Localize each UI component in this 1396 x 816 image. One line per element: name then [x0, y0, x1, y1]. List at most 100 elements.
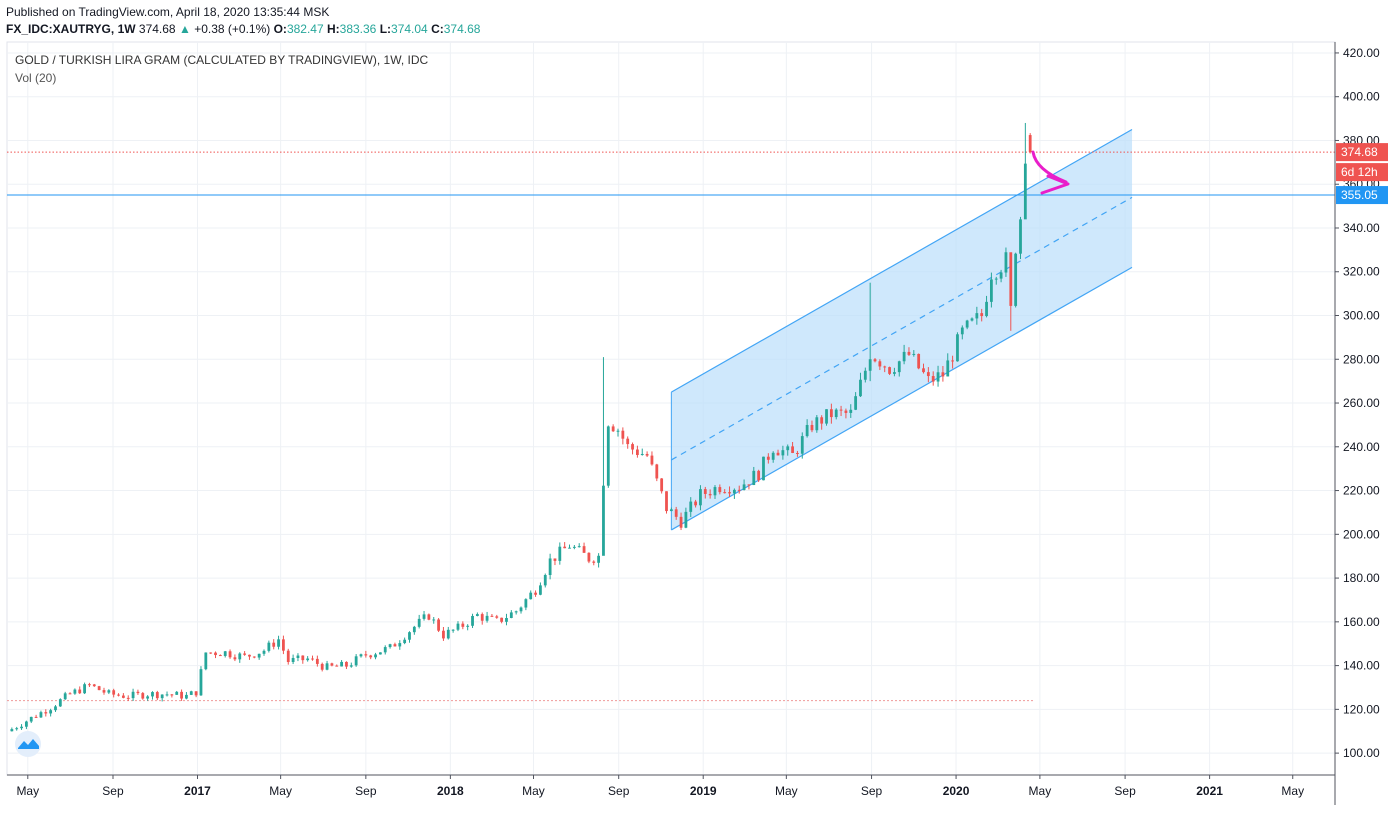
price-tick-label: 160.00	[1343, 615, 1380, 629]
candle-body	[34, 716, 38, 718]
up-arrow-icon: ▲	[178, 22, 191, 36]
candle-body	[83, 684, 86, 694]
price-tick-label: 400.00	[1343, 90, 1380, 104]
candle-body	[611, 426, 615, 432]
candle-body	[742, 484, 746, 490]
volume-legend[interactable]: Vol (20)	[15, 71, 57, 85]
close-value: 374.68	[443, 22, 481, 36]
time-tick-label: Sep	[102, 784, 124, 798]
candle-body	[883, 366, 887, 368]
candle-body	[989, 279, 993, 302]
candle-body	[160, 694, 164, 699]
price-tick-label: 340.00	[1343, 221, 1380, 235]
candle-body	[922, 368, 925, 373]
candle-body	[49, 710, 53, 714]
candle-body	[679, 516, 683, 528]
time-tick-label: May	[1281, 784, 1304, 798]
candle-body	[412, 626, 416, 633]
candle-body	[466, 625, 470, 627]
candle-body	[388, 644, 392, 648]
candle-body	[325, 663, 329, 670]
candle-body	[854, 396, 858, 410]
candle-body	[553, 558, 557, 561]
time-tick-label: Sep	[608, 784, 630, 798]
candle-body	[873, 359, 877, 362]
time-tick-label: May	[775, 784, 798, 798]
candle-body	[277, 639, 280, 647]
time-axis[interactable]: May Sep 2017 May Sep 2018 May Sep 2019 May Sep 2020…	[7, 774, 1335, 798]
candle-body	[534, 592, 537, 595]
candle-body	[252, 656, 256, 658]
price-change: +0.38 (+0.1%)	[194, 22, 271, 36]
price-tick-label: 300.00	[1343, 309, 1380, 323]
candle-body	[393, 644, 397, 647]
time-tick-label: 2019	[690, 784, 717, 798]
price-tick-label: 420.00	[1343, 46, 1380, 60]
countdown-tag: 6d 12h	[1341, 165, 1378, 179]
candle-body	[582, 546, 586, 553]
symbol-name: FX_IDC:XAUTRYG, 1W	[6, 22, 136, 36]
candle-body	[383, 647, 387, 653]
open-label: O:	[273, 22, 287, 36]
candle-body	[117, 694, 120, 696]
candle-body	[665, 491, 668, 512]
price-tick-label: 220.00	[1343, 484, 1380, 498]
candle-body	[781, 450, 785, 456]
price-tick-label: 260.00	[1343, 396, 1380, 410]
candle-body	[636, 449, 639, 455]
candle-body	[917, 353, 921, 369]
candle-body	[1014, 253, 1018, 306]
candle-body	[39, 712, 43, 718]
candle-body	[936, 372, 940, 382]
time-tick-label: 2020	[943, 784, 970, 798]
candle-body	[422, 614, 426, 619]
arrow-head	[1040, 174, 1070, 195]
candle-body	[878, 361, 882, 367]
time-tick-label: 2021	[1196, 784, 1223, 798]
candle-body	[926, 372, 930, 377]
candle-body	[825, 409, 828, 424]
time-tick-label: May	[1029, 784, 1052, 798]
time-tick-label: May	[269, 784, 292, 798]
candle-body	[762, 456, 765, 481]
candle-body	[723, 492, 727, 494]
candle-body	[718, 487, 722, 493]
candle-body	[829, 409, 833, 418]
candle-body	[645, 453, 649, 456]
candle-body	[345, 661, 348, 667]
candle-body	[1009, 252, 1013, 306]
time-tick-label: May	[16, 784, 39, 798]
candle-body	[446, 629, 450, 639]
candle-body	[621, 430, 625, 439]
candle-body	[398, 643, 402, 647]
candle-body	[15, 728, 19, 730]
regression-channel[interactable]	[670, 129, 1133, 531]
candle-body	[243, 653, 247, 655]
published-line: Published on TradingView.com, April 18, …	[6, 5, 330, 19]
candle-body	[194, 691, 198, 696]
candle-body	[359, 654, 363, 657]
candle-body	[597, 555, 601, 563]
last-price-tag-bg	[1336, 143, 1388, 162]
candle-body	[509, 612, 513, 618]
candle-body	[248, 654, 251, 657]
candle-body	[170, 694, 174, 696]
annotation-arrow[interactable]	[1031, 150, 1070, 195]
candle-body	[97, 686, 101, 691]
candle-body	[960, 327, 964, 335]
candle-body	[408, 632, 411, 640]
channel-fill	[671, 129, 1133, 530]
candle-body	[107, 690, 111, 693]
price-axis[interactable]: 100.00 120.00 140.00 160.00 180.00 200.00 220.…	[1334, 42, 1380, 805]
tradingview-logo-icon[interactable]	[12, 731, 44, 757]
candle-body	[786, 446, 790, 451]
last-price-tag: 374.68	[1341, 145, 1378, 159]
time-tick-label: Sep	[861, 784, 883, 798]
candle-body	[505, 617, 508, 622]
candle-body	[155, 692, 159, 699]
series-legend-title[interactable]: GOLD / TURKISH LIRA GRAM (CALCULATED BY …	[15, 53, 429, 67]
candle-body	[495, 616, 499, 618]
candle-body	[471, 615, 474, 626]
